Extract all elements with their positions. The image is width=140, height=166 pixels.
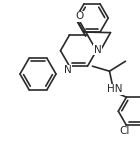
Text: N: N (94, 45, 101, 55)
Text: N: N (64, 65, 71, 75)
Text: HN: HN (107, 84, 122, 94)
Text: Cl: Cl (119, 126, 130, 136)
Text: O: O (75, 11, 84, 21)
